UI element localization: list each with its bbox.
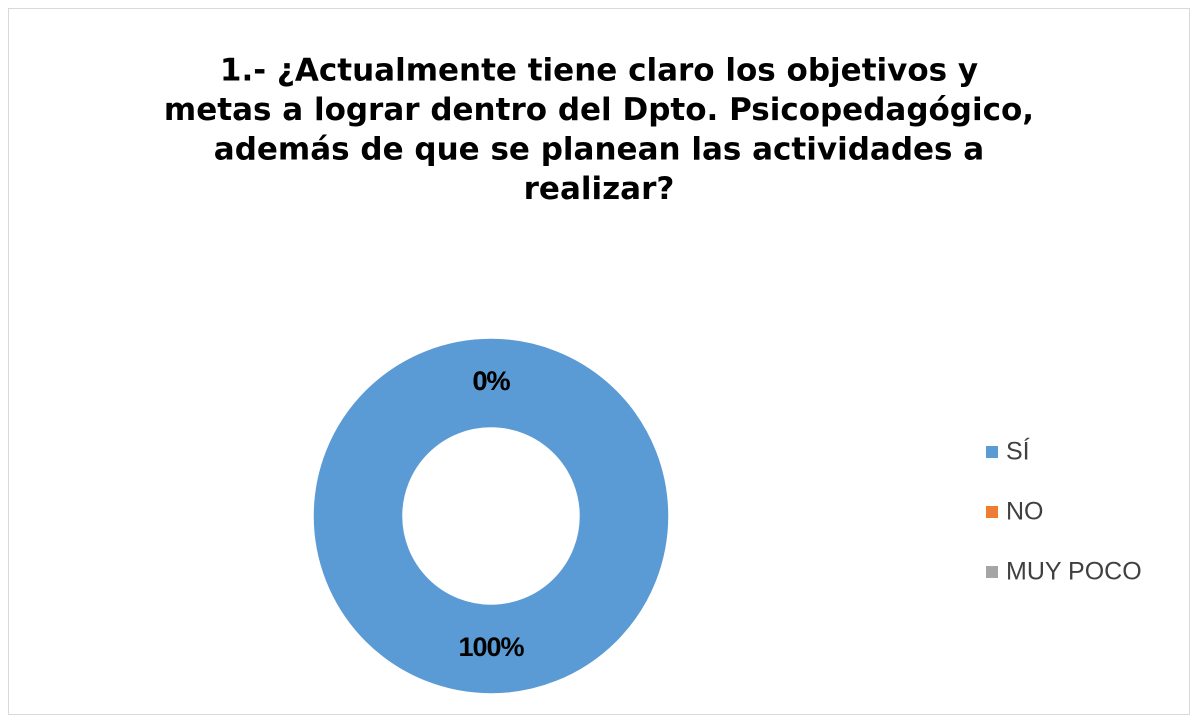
chart-title: realizar?	[524, 171, 675, 207]
chart-title: metas a lograr dentro del Dpto. Psicoped…	[164, 92, 1034, 128]
donut-slice	[312, 337, 670, 695]
chart-title: 1.- ¿Actualmente tiene claro los objetiv…	[220, 53, 978, 89]
legend-swatch	[986, 566, 998, 578]
legend-label: NO	[1006, 498, 1044, 526]
legend-swatch	[986, 446, 998, 458]
legend-label: SÍ	[1006, 437, 1030, 466]
data-label: 0%	[472, 366, 510, 396]
data-label: 100%	[458, 632, 524, 662]
chart-title: además de que se planean las actividades…	[214, 132, 984, 168]
data-label: 0%	[472, 366, 510, 396]
legend-swatch	[986, 506, 998, 518]
legend-label: MUY POCO	[1006, 558, 1142, 586]
